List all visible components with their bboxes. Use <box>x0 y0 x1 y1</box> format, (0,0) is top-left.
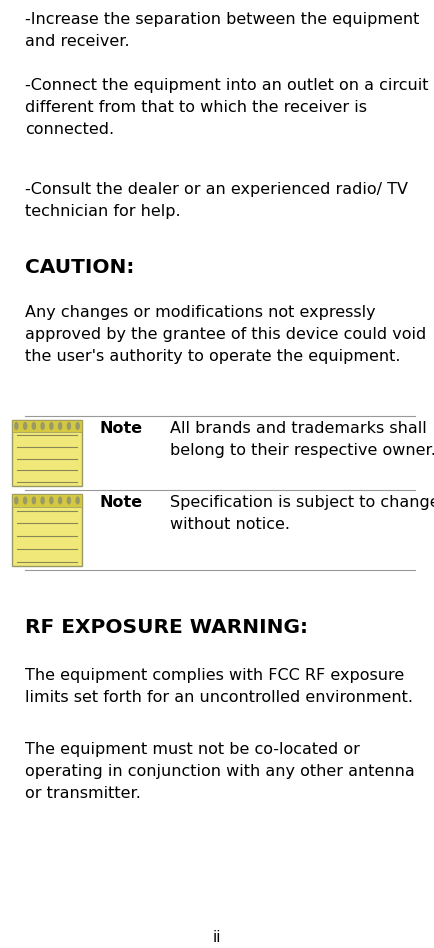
Text: RF EXPOSURE WARNING:: RF EXPOSURE WARNING: <box>25 618 307 637</box>
Circle shape <box>76 423 79 429</box>
Text: CAUTION:: CAUTION: <box>25 258 134 277</box>
Text: Note: Note <box>100 495 143 510</box>
Text: operating in conjunction with any other antenna: operating in conjunction with any other … <box>25 764 414 779</box>
Circle shape <box>50 423 53 429</box>
Text: Note: Note <box>100 421 143 436</box>
Circle shape <box>32 423 35 429</box>
Text: Any changes or modifications not expressly: Any changes or modifications not express… <box>25 305 375 320</box>
Text: without notice.: without notice. <box>170 517 289 532</box>
Circle shape <box>23 423 26 429</box>
Circle shape <box>76 497 79 503</box>
Circle shape <box>15 423 18 429</box>
Text: and receiver.: and receiver. <box>25 34 129 49</box>
Text: -Consult the dealer or an experienced radio/ TV: -Consult the dealer or an experienced ra… <box>25 182 407 197</box>
Circle shape <box>32 497 35 503</box>
Circle shape <box>59 423 62 429</box>
FancyBboxPatch shape <box>12 420 82 486</box>
Circle shape <box>50 497 53 503</box>
Text: The equipment complies with FCC RF exposure: The equipment complies with FCC RF expos… <box>25 668 403 683</box>
Text: All brands and trademarks shall: All brands and trademarks shall <box>170 421 426 436</box>
Text: -Connect the equipment into an outlet on a circuit: -Connect the equipment into an outlet on… <box>25 78 427 93</box>
FancyBboxPatch shape <box>12 420 82 432</box>
Circle shape <box>41 423 44 429</box>
Circle shape <box>23 497 26 503</box>
Circle shape <box>67 423 70 429</box>
Circle shape <box>15 497 18 503</box>
Text: approved by the grantee of this device could void: approved by the grantee of this device c… <box>25 327 425 342</box>
Text: the user's authority to operate the equipment.: the user's authority to operate the equi… <box>25 349 400 364</box>
Text: belong to their respective owner.: belong to their respective owner. <box>170 443 434 458</box>
Circle shape <box>59 497 62 503</box>
Text: or transmitter.: or transmitter. <box>25 786 141 801</box>
Text: The equipment must not be co-located or: The equipment must not be co-located or <box>25 742 359 757</box>
Text: Specification is subject to changes: Specification is subject to changes <box>170 495 434 510</box>
Text: connected.: connected. <box>25 122 114 137</box>
Text: -Increase the separation between the equipment: -Increase the separation between the equ… <box>25 12 418 27</box>
FancyBboxPatch shape <box>12 494 82 507</box>
Circle shape <box>67 497 70 503</box>
FancyBboxPatch shape <box>12 494 82 566</box>
Circle shape <box>41 497 44 503</box>
Text: different from that to which the receiver is: different from that to which the receive… <box>25 100 366 115</box>
Text: limits set forth for an uncontrolled environment.: limits set forth for an uncontrolled env… <box>25 690 412 705</box>
Text: ii: ii <box>212 930 221 945</box>
Text: technician for help.: technician for help. <box>25 204 180 219</box>
